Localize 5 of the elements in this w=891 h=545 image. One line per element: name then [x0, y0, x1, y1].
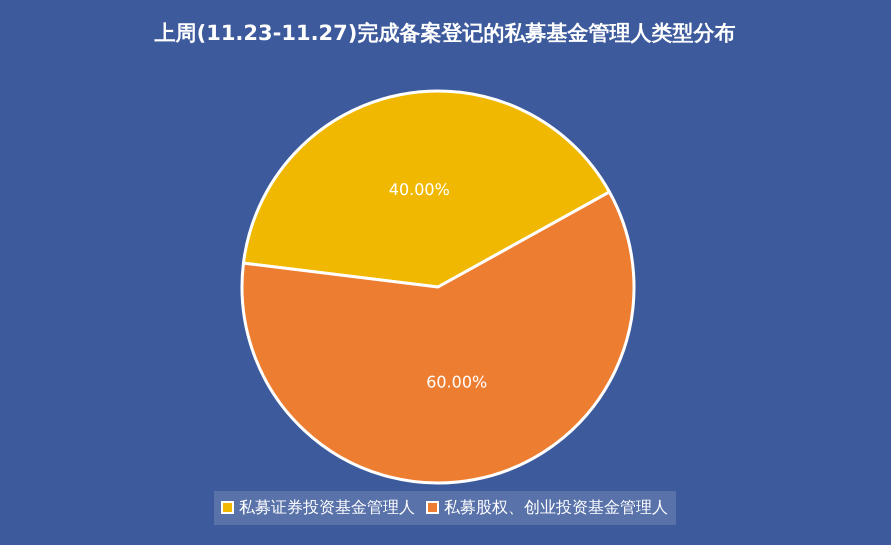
legend-label: 私募股权、创业投资基金管理人 [444, 497, 668, 516]
chart-title: 上周(11.23-11.27)完成备案登记的私募基金管理人类型分布 [154, 21, 736, 45]
data-label: 60.00% [426, 372, 488, 392]
legend-label: 私募证券投资基金管理人 [239, 497, 415, 516]
data-label: 40.00% [388, 180, 450, 200]
